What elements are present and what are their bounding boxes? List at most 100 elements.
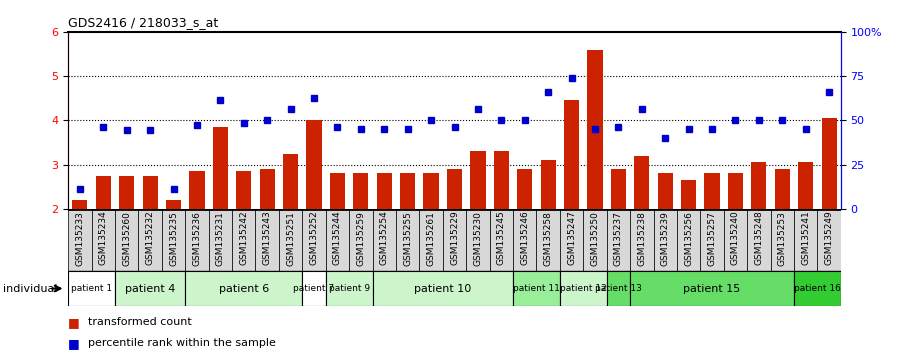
Text: GSM135260: GSM135260 bbox=[122, 211, 131, 266]
Bar bbox=[490, 209, 513, 271]
Text: GSM135248: GSM135248 bbox=[754, 211, 764, 266]
Bar bbox=[774, 169, 790, 209]
Bar bbox=[68, 271, 115, 306]
Bar bbox=[162, 209, 185, 271]
Bar bbox=[232, 209, 255, 271]
Text: GSM135240: GSM135240 bbox=[731, 211, 740, 266]
Text: GSM135251: GSM135251 bbox=[286, 211, 295, 266]
Bar bbox=[260, 169, 275, 209]
Bar bbox=[396, 209, 419, 271]
Bar bbox=[751, 162, 766, 209]
Bar bbox=[798, 162, 814, 209]
Bar bbox=[817, 209, 841, 271]
Bar bbox=[419, 209, 443, 271]
Text: GSM135258: GSM135258 bbox=[544, 211, 553, 266]
Bar bbox=[470, 152, 485, 209]
Text: percentile rank within the sample: percentile rank within the sample bbox=[88, 338, 276, 348]
Bar bbox=[143, 176, 158, 209]
Text: GSM135247: GSM135247 bbox=[567, 211, 576, 266]
Bar bbox=[325, 209, 349, 271]
Bar bbox=[794, 209, 817, 271]
Text: patient 6: patient 6 bbox=[219, 284, 269, 293]
Text: GSM135233: GSM135233 bbox=[75, 211, 85, 266]
Text: transformed count: transformed count bbox=[88, 317, 192, 327]
Text: patient 15: patient 15 bbox=[684, 284, 741, 293]
Bar bbox=[119, 176, 135, 209]
Text: GSM135261: GSM135261 bbox=[426, 211, 435, 266]
Bar bbox=[564, 101, 579, 209]
Text: patient 13: patient 13 bbox=[595, 284, 642, 293]
Bar bbox=[255, 209, 279, 271]
Text: GSM135249: GSM135249 bbox=[824, 211, 834, 266]
Bar bbox=[283, 154, 298, 209]
Bar bbox=[373, 271, 513, 306]
Text: GSM135259: GSM135259 bbox=[356, 211, 365, 266]
Bar bbox=[630, 209, 654, 271]
Bar bbox=[303, 271, 325, 306]
Bar bbox=[657, 173, 673, 209]
Bar bbox=[349, 209, 373, 271]
Bar bbox=[209, 209, 232, 271]
Bar bbox=[115, 209, 138, 271]
Text: ■: ■ bbox=[68, 337, 84, 350]
Bar bbox=[634, 156, 649, 209]
Text: GSM135243: GSM135243 bbox=[263, 211, 272, 266]
Bar bbox=[704, 173, 720, 209]
Text: patient 4: patient 4 bbox=[125, 284, 175, 293]
Bar bbox=[700, 209, 724, 271]
Bar bbox=[494, 152, 509, 209]
Bar bbox=[166, 200, 181, 209]
Bar bbox=[213, 127, 228, 209]
Text: ■: ■ bbox=[68, 316, 84, 329]
Text: patient 16: patient 16 bbox=[794, 284, 841, 293]
Bar bbox=[466, 209, 490, 271]
Bar bbox=[560, 271, 606, 306]
Bar bbox=[92, 209, 115, 271]
Bar bbox=[376, 173, 392, 209]
Text: GDS2416 / 218033_s_at: GDS2416 / 218033_s_at bbox=[68, 16, 218, 29]
Text: GSM135232: GSM135232 bbox=[145, 211, 155, 266]
Bar bbox=[560, 209, 584, 271]
Bar bbox=[279, 209, 303, 271]
Bar bbox=[630, 271, 794, 306]
Bar bbox=[611, 169, 626, 209]
Text: patient 9: patient 9 bbox=[328, 284, 370, 293]
Text: GSM135252: GSM135252 bbox=[310, 211, 318, 266]
Bar bbox=[400, 173, 415, 209]
Text: patient 12: patient 12 bbox=[560, 284, 606, 293]
Bar bbox=[185, 209, 209, 271]
Bar bbox=[728, 173, 743, 209]
Text: patient 7: patient 7 bbox=[294, 284, 335, 293]
Bar bbox=[677, 209, 700, 271]
Text: GSM135255: GSM135255 bbox=[404, 211, 412, 266]
Text: GSM135244: GSM135244 bbox=[333, 211, 342, 266]
Bar bbox=[303, 209, 325, 271]
Bar bbox=[236, 171, 252, 209]
Bar bbox=[95, 176, 111, 209]
Bar bbox=[115, 271, 185, 306]
Bar bbox=[794, 271, 841, 306]
Bar bbox=[189, 171, 205, 209]
Text: GSM135257: GSM135257 bbox=[707, 211, 716, 266]
Text: individual: individual bbox=[3, 284, 57, 293]
Bar bbox=[73, 200, 87, 209]
Bar bbox=[513, 271, 560, 306]
Bar bbox=[447, 169, 462, 209]
Bar bbox=[606, 271, 630, 306]
Bar bbox=[724, 209, 747, 271]
Text: GSM135234: GSM135234 bbox=[99, 211, 108, 266]
Text: GSM135241: GSM135241 bbox=[801, 211, 810, 266]
Text: GSM135237: GSM135237 bbox=[614, 211, 623, 266]
Bar bbox=[138, 209, 162, 271]
Bar bbox=[68, 209, 92, 271]
Text: GSM135238: GSM135238 bbox=[637, 211, 646, 266]
Bar bbox=[654, 209, 677, 271]
Text: GSM135253: GSM135253 bbox=[778, 211, 787, 266]
Bar bbox=[424, 173, 439, 209]
Text: patient 11: patient 11 bbox=[513, 284, 560, 293]
Bar bbox=[513, 209, 536, 271]
Text: GSM135254: GSM135254 bbox=[380, 211, 389, 266]
Text: GSM135231: GSM135231 bbox=[215, 211, 225, 266]
Text: GSM135236: GSM135236 bbox=[193, 211, 202, 266]
Bar bbox=[606, 209, 630, 271]
